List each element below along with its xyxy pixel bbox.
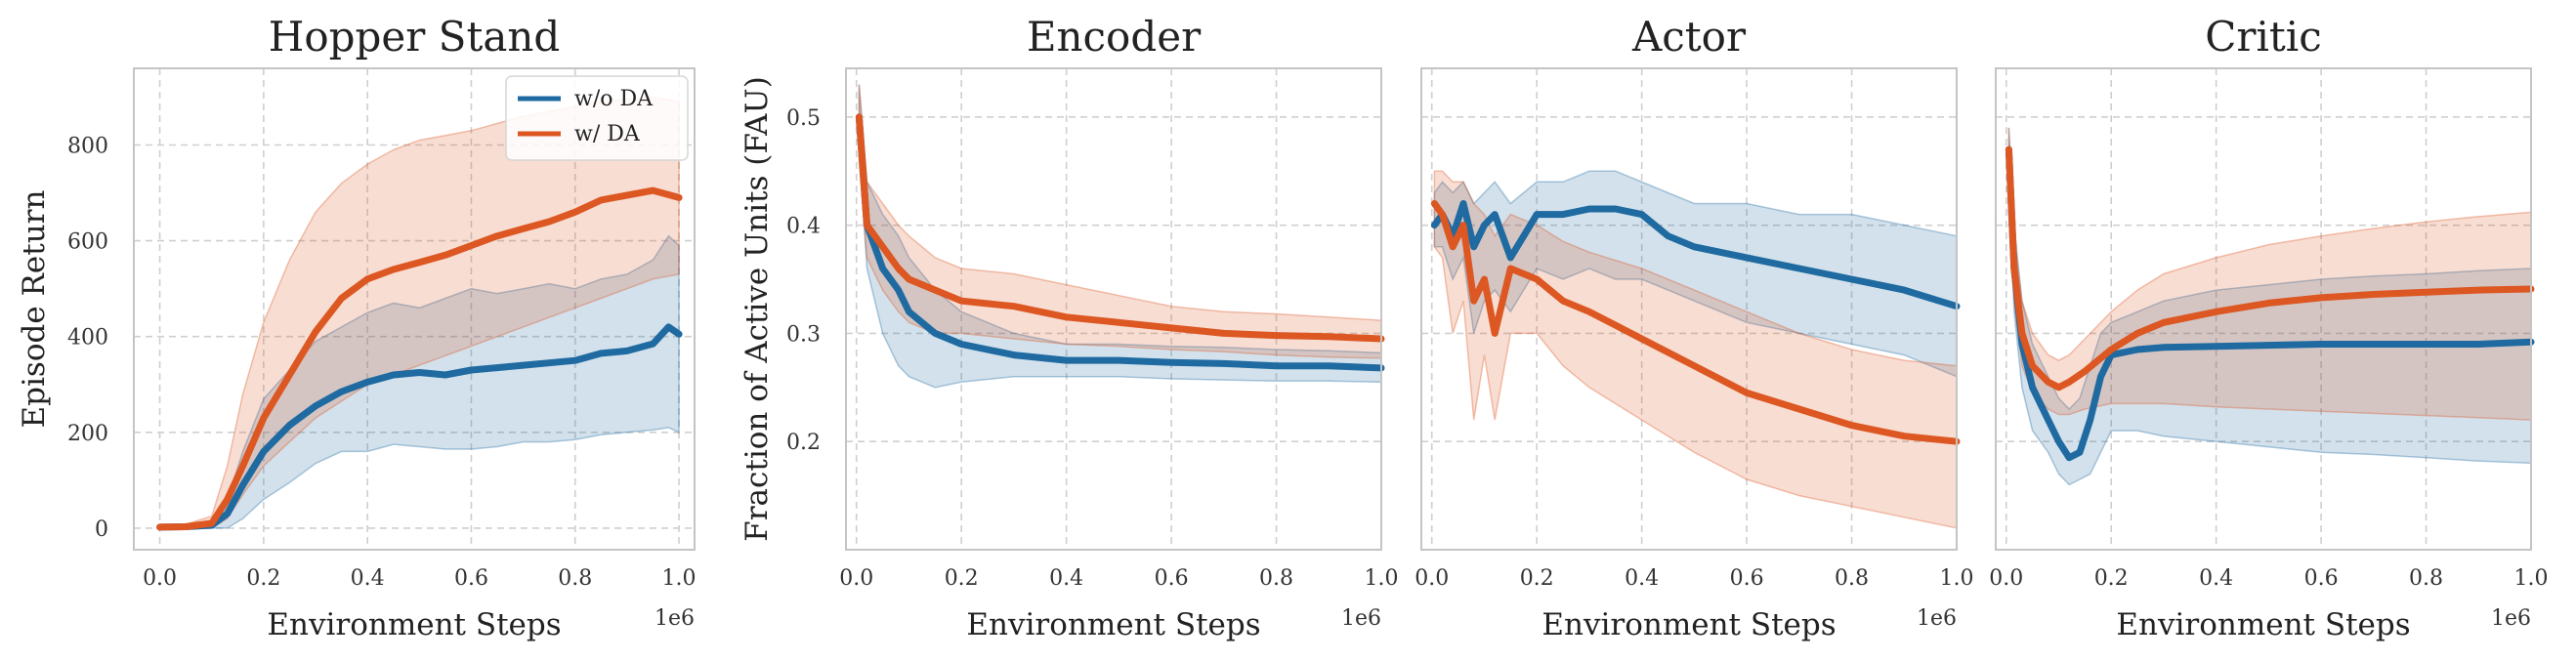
series-line-w-da [2005, 145, 2535, 392]
y-tick-label: 0.5 [786, 106, 821, 131]
x-tick-label: 0.0 [143, 566, 177, 591]
x-tick-label: 0.4 [1625, 566, 1659, 591]
series-line-w-da [156, 186, 683, 531]
series-line-w-da [1430, 200, 1961, 445]
series-band-w-da [158, 96, 680, 529]
x-tick-label: 1.0 [1940, 566, 1974, 591]
plot-frame [1995, 67, 2532, 551]
y-tick-label: 600 [67, 230, 108, 255]
chart-title: Actor [1631, 13, 1747, 61]
x-tick-label: 0.4 [2199, 566, 2233, 591]
x-tick-label: 0.2 [1520, 566, 1554, 591]
x-axis-exponent: 1e6 [1341, 606, 1381, 631]
plot-frame [1420, 67, 1958, 551]
x-tick-label: 0.4 [351, 566, 385, 591]
x-tick-label: 0.0 [1989, 566, 2023, 591]
legend: w/o DA w/ DA [505, 75, 689, 161]
x-axis-exponent: 1e6 [1917, 606, 1957, 631]
chart-title: Hopper Stand [269, 13, 561, 61]
y-tick-label: 0 [95, 517, 108, 542]
series-line-w-o-da [1430, 200, 1961, 310]
x-axis-exponent: 1e6 [655, 606, 695, 631]
plot-frame [133, 67, 696, 551]
x-axis-label: Environment Steps [267, 607, 561, 642]
plot-frame [845, 67, 1382, 551]
x-tick-label: 0.6 [1155, 566, 1189, 591]
x-tick-label: 0.8 [1259, 566, 1293, 591]
x-tick-label: 0.8 [2409, 566, 2443, 591]
series-band-w-da [858, 84, 1382, 359]
y-tick-label: 200 [67, 422, 108, 446]
series-line-w-o-da [156, 323, 683, 531]
y-tick-label: 0.2 [786, 431, 821, 455]
x-tick-label: 0.2 [2094, 566, 2129, 591]
y-tick-label: 0.3 [786, 322, 821, 347]
x-tick-label: 1.0 [1365, 566, 1399, 591]
chart-panel-encoder: 0.0 0.2 0.4 0.6 0.8 1.0 0.2 0.3 0.4 0.5 Encoder Env… [739, 13, 1399, 642]
x-axis-exponent: 1e6 [2491, 606, 2531, 631]
series-band-w-o-da [158, 234, 680, 529]
x-tick-label: 0.6 [454, 566, 488, 591]
x-axis-label: Environment Steps [2116, 607, 2410, 642]
x-tick-label: 0.0 [839, 566, 873, 591]
y-tick-label: 0.4 [786, 215, 821, 239]
series-line-w-da [855, 113, 1385, 343]
x-tick-label: 0.2 [246, 566, 280, 591]
chart-title: Encoder [1027, 13, 1202, 61]
chart-panel-hopper-stand: 0.0 0.2 0.4 0.6 0.8 1.0 0 200 400 600 800 Hopper St… [17, 13, 697, 642]
x-tick-label: 1.0 [662, 566, 697, 591]
chart-title: Critic [2205, 13, 2321, 61]
x-tick-label: 0.6 [1730, 566, 1764, 591]
x-tick-label: 0.6 [2304, 566, 2339, 591]
x-axis-label: Environment Steps [966, 607, 1260, 642]
y-tick-label: 400 [67, 326, 108, 351]
chart-panel-critic: 0.0 0.2 0.4 0.6 0.8 1.0 Critic Environment Step… [1989, 13, 2548, 642]
x-tick-label: 0.8 [558, 566, 592, 591]
y-tick-label: 800 [67, 134, 108, 158]
y-axis-label: Fraction of Active Units (FAU) [739, 76, 775, 542]
x-tick-label: 0.2 [945, 566, 979, 591]
series-line-w-o-da [855, 113, 1385, 372]
chart-panel-actor: 0.0 0.2 0.4 0.6 0.8 1.0 Actor Environment Steps… [1415, 13, 1973, 642]
series-band-w-da [2007, 127, 2532, 421]
x-tick-label: 0.4 [1049, 566, 1083, 591]
x-tick-label: 0.0 [1415, 566, 1449, 591]
x-tick-label: 1.0 [2514, 566, 2549, 591]
y-axis-label: Episode Return [17, 190, 52, 429]
x-tick-label: 0.8 [1835, 566, 1869, 591]
series-line-w-o-da [2005, 145, 2535, 462]
legend-label-w-da: w/ DA [574, 122, 641, 146]
legend-label-w-o-da: w/o DA [574, 87, 654, 111]
x-axis-label: Environment Steps [1541, 607, 1836, 642]
